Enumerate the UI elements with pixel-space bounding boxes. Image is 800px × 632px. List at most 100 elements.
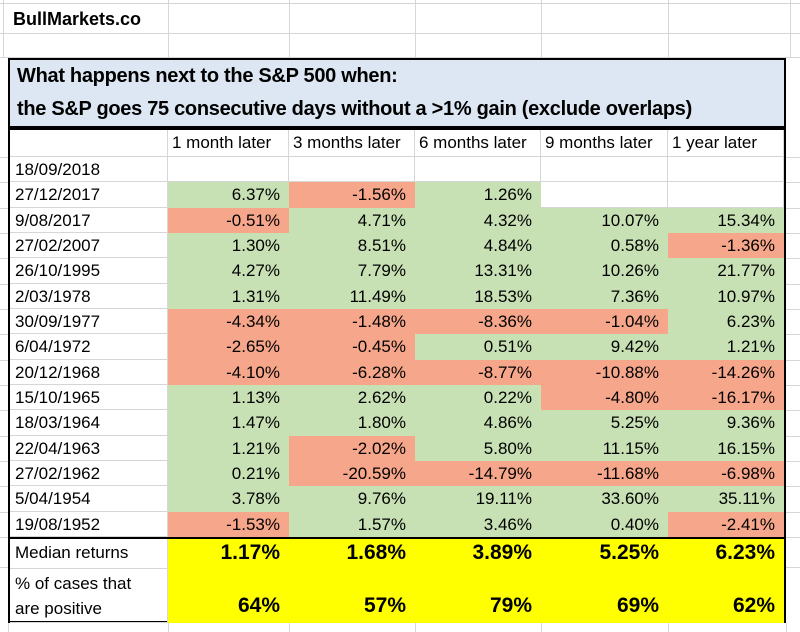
percent-positive-value-cell: 57% [289, 568, 415, 623]
column-header: 1 year later [668, 130, 784, 157]
value-cell: 4.86% [415, 410, 541, 436]
value-cell [168, 157, 289, 183]
value-cell: -4.34% [168, 308, 289, 335]
table-row: 5/04/1954 3.78% 9.76% 19.11% 33.60% 35.11% [10, 486, 784, 512]
value-cell: -1.36% [668, 232, 784, 259]
gridline [0, 283, 8, 285]
median-value-cell: 6.23% [668, 538, 784, 569]
median-label: Median returns [10, 538, 168, 569]
gridline [0, 334, 8, 336]
value-cell: 10.97% [668, 283, 784, 309]
date-cell: 22/04/1963 [10, 435, 168, 461]
table-row: 18/03/1964 1.47% 1.80% 4.86% 5.25% 9.36% [10, 410, 784, 436]
gridline [0, 232, 8, 234]
value-cell: -2.02% [289, 435, 415, 461]
value-cell: 0.51% [415, 334, 541, 360]
table-row: 6/04/1972 -2.65% -0.45% 0.51% 9.42% 1.21% [10, 334, 784, 360]
gridline [0, 182, 8, 184]
value-cell: 3.46% [415, 511, 541, 537]
gridline [786, 334, 800, 336]
corner-cell [10, 130, 168, 157]
median-value-cell: 1.68% [289, 538, 415, 569]
date-cell: 27/12/2017 [10, 182, 168, 208]
value-cell [289, 157, 415, 183]
gridline [786, 435, 800, 437]
value-cell: 1.26% [415, 182, 541, 208]
gridline [415, 623, 416, 632]
table-row: 30/09/1977 -4.34% -1.48% -8.36% -1.04% 6.23% [10, 308, 784, 335]
value-cell: -4.10% [168, 359, 289, 385]
value-cell: 3.78% [168, 486, 289, 512]
value-cell: -0.45% [289, 334, 415, 360]
date-cell: 27/02/2007 [10, 232, 168, 259]
table-row: 19/08/1952 -1.53% 1.57% 3.46% 0.40% -2.41% [10, 511, 784, 537]
value-cell: 1.47% [168, 410, 289, 436]
value-cell: 5.25% [541, 410, 668, 436]
date-cell: 5/04/1954 [10, 486, 168, 512]
value-cell: 9.42% [541, 334, 668, 360]
value-cell: 4.27% [168, 258, 289, 284]
table-row: 26/10/1995 4.27% 7.79% 13.31% 10.26% 21.77% [10, 258, 784, 284]
gridline [0, 536, 8, 538]
title-line-1: What happens next to the S&P 500 when: [17, 65, 398, 87]
value-cell: -16.17% [668, 384, 784, 411]
percent-positive-label-line1: % of cases that [15, 573, 132, 593]
value-cell: -8.77% [415, 359, 541, 385]
value-cell: -0.51% [168, 207, 289, 233]
value-cell: 0.58% [541, 232, 668, 259]
value-cell: 4.32% [415, 207, 541, 233]
value-cell: 1.13% [168, 384, 289, 411]
value-cell [541, 182, 668, 208]
value-cell: 9.36% [668, 410, 784, 436]
brand-text: BullMarkets.co [13, 9, 142, 29]
value-cell: -8.36% [415, 308, 541, 335]
value-cell: 2.62% [289, 384, 415, 411]
gridline [289, 623, 290, 632]
value-cell: 19.11% [415, 486, 541, 512]
date-cell: 20/12/1968 [10, 359, 168, 385]
gridline [0, 410, 8, 412]
value-cell: -10.88% [541, 359, 668, 385]
table-row: 27/02/2007 1.30% 8.51% 4.84% 0.58% -1.36% [10, 232, 784, 259]
table-row: 18/09/2018 [10, 157, 784, 183]
table-row: 9/08/2017 -0.51% 4.71% 4.32% 10.07% 15.34% [10, 207, 784, 233]
column-header: 1 month later [168, 130, 289, 157]
date-cell: 19/08/1952 [10, 511, 168, 537]
percent-positive-value-cell: 64% [168, 568, 289, 623]
value-cell: -11.68% [541, 460, 668, 487]
percent-positive-value-cell: 79% [415, 568, 541, 623]
percent-positive-row: % of cases that are positive 64% 57% 79% 69% 6… [10, 568, 784, 623]
gridline [0, 486, 8, 488]
value-cell: 1.80% [289, 410, 415, 436]
gridline [786, 511, 800, 513]
gridline [668, 623, 669, 632]
value-cell: -4.80% [541, 384, 668, 411]
value-cell: 0.40% [541, 511, 668, 537]
value-cell: 6.37% [168, 182, 289, 208]
value-cell: 1.21% [168, 435, 289, 461]
value-cell: 15.34% [668, 207, 784, 233]
value-cell: 1.30% [168, 232, 289, 259]
column-header: 3 months later [289, 130, 415, 157]
value-cell: -14.79% [415, 460, 541, 487]
percent-positive-value-cell: 69% [541, 568, 668, 623]
date-cell: 27/02/1962 [10, 460, 168, 487]
title-line-2: the S&P goes 75 consecutive days without… [17, 98, 692, 120]
value-cell: 18.53% [415, 283, 541, 309]
value-cell: 6.23% [668, 308, 784, 335]
value-cell [668, 157, 784, 183]
gridline [790, 0, 791, 58]
gridline [168, 0, 169, 58]
gridline [786, 157, 800, 158]
gridline [289, 0, 290, 58]
value-cell: 33.60% [541, 486, 668, 512]
value-cell: 16.15% [668, 435, 784, 461]
gridline [0, 384, 8, 386]
percent-positive-label: % of cases that are positive [10, 568, 168, 623]
date-cell: 9/08/2017 [10, 207, 168, 233]
value-cell: -6.28% [289, 359, 415, 385]
gridline [786, 207, 800, 209]
value-cell: 9.76% [289, 486, 415, 512]
value-cell: -20.59% [289, 460, 415, 487]
gridline [0, 157, 8, 158]
